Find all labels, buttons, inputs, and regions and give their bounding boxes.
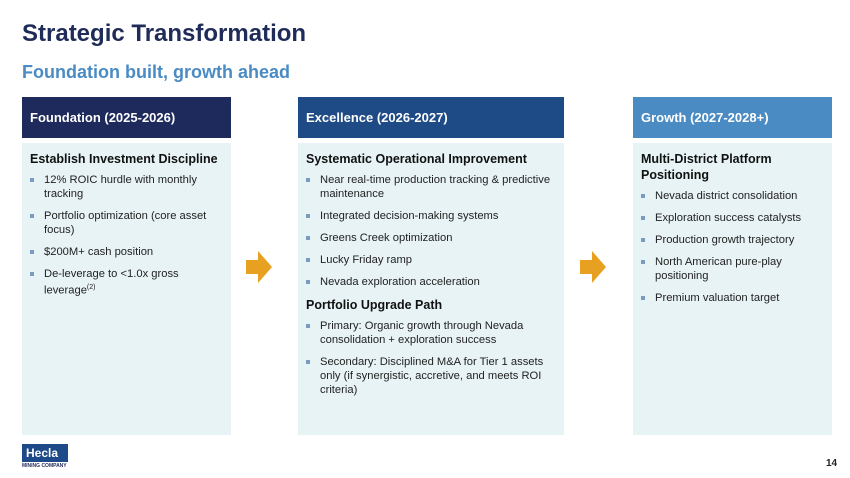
bullet-text: Near real-time production tracking & pre… — [320, 174, 551, 200]
bullet-text: Nevada exploration acceleration — [320, 276, 480, 288]
column-header: Growth (2027-2028+) — [633, 97, 832, 138]
bullet-list: Primary: Organic growth through Nevada c… — [306, 319, 556, 397]
bullet-text: Secondary: Disciplined M&A for Tier 1 as… — [320, 356, 544, 396]
bullet: De-leverage to <1.0x gross leverage(2) — [30, 267, 223, 298]
bullet-text: Production growth trajectory — [655, 234, 795, 246]
bullet: 12% ROIC hurdle with monthly tracking — [30, 173, 223, 201]
bullet-list: Nevada district consolidation Exploration… — [641, 189, 824, 305]
bullet-text: Greens Creek optimization — [320, 232, 453, 244]
bullet-text: 12% ROIC hurdle with monthly tracking — [44, 174, 197, 200]
bullet: Exploration success catalysts — [641, 211, 824, 225]
column-body: Systematic Operational Improvement Near r… — [298, 143, 564, 435]
bullet-text: Premium valuation target — [655, 292, 780, 304]
section-heading: Portfolio Upgrade Path — [306, 298, 443, 312]
bullet: Nevada district consolidation — [641, 189, 824, 203]
page-number: 14 — [826, 458, 838, 469]
bullet-text: Integrated decision-making systems — [320, 210, 499, 222]
logo-text: Hecla — [22, 444, 68, 462]
column: Excellence (2026-2027) Systematic Operati… — [298, 97, 564, 435]
title: Strategic Transformation — [22, 20, 307, 47]
bullet: Integrated decision-making systems — [306, 209, 556, 223]
section-heading: Systematic Operational Improvement — [306, 152, 527, 166]
arrow — [246, 251, 272, 283]
bullet-text: $200M+ cash position — [44, 246, 154, 258]
bullet-text: De-leverage to <1.0x gross leverage — [44, 268, 179, 297]
column: Growth (2027-2028+) Multi-District Platfo… — [633, 97, 832, 435]
bullet: $200M+ cash position — [30, 245, 223, 259]
column: Foundation (2025-2026) Establish Investme… — [22, 97, 231, 435]
bullet: Production growth trajectory — [641, 233, 824, 247]
bullet-text: Portfolio optimization (core asset focus… — [44, 210, 207, 236]
column-body: Establish Investment Discipline 12% ROIC … — [22, 143, 231, 435]
bullet: Nevada exploration acceleration — [306, 275, 556, 289]
bullet: Greens Creek optimization — [306, 231, 556, 245]
bullet: Near real-time production tracking & pre… — [306, 173, 556, 201]
column-header: Excellence (2026-2027) — [298, 97, 564, 138]
footnote-ref: (2) — [86, 284, 96, 291]
bullet-text: Exploration success catalysts — [655, 212, 802, 224]
bullet-text: North American pure-play positioning — [655, 256, 782, 282]
column-body: Multi-District Platform Positioning Nevad… — [633, 143, 832, 435]
arrow — [580, 251, 606, 283]
bullet: Portfolio optimization (core asset focus… — [30, 209, 223, 237]
bullet: Primary: Organic growth through Nevada c… — [306, 319, 556, 347]
bullet: Secondary: Disciplined M&A for Tier 1 as… — [306, 355, 556, 397]
bullet: Lucky Friday ramp — [306, 253, 556, 267]
bullet-text: Primary: Organic growth through Nevada c… — [320, 320, 524, 346]
section-heading: Multi-District Platform Positioning — [641, 152, 772, 182]
logo: Hecla MINING COMPANY — [22, 444, 68, 469]
bullet: North American pure-play positioning — [641, 255, 824, 283]
column-header: Foundation (2025-2026) — [22, 97, 231, 138]
bullet-list: 12% ROIC hurdle with monthly tracking Por… — [30, 173, 223, 298]
bullet: Premium valuation target — [641, 291, 824, 305]
bullet-list: Near real-time production tracking & pre… — [306, 173, 556, 289]
subtitle: Foundation built, growth ahead — [22, 62, 290, 82]
bullet-text: Lucky Friday ramp — [320, 254, 413, 266]
bullet-text: Nevada district consolidation — [655, 190, 798, 202]
logo-subtext: MINING COMPANY — [22, 463, 67, 469]
section-heading: Establish Investment Discipline — [30, 152, 218, 166]
